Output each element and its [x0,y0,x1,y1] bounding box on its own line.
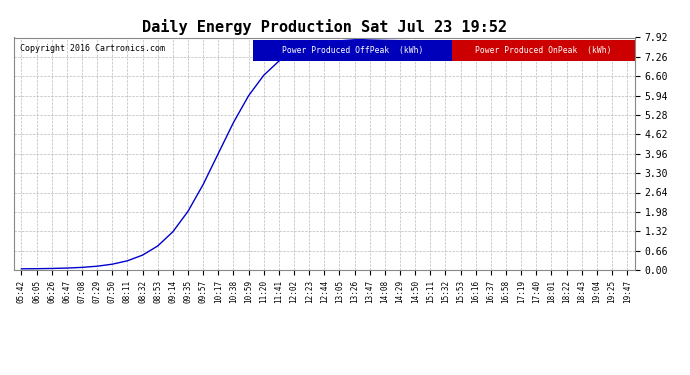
Bar [452,40,635,61]
Text: Power Produced OnPeak  (kWh): Power Produced OnPeak (kWh) [475,46,612,55]
Title: Daily Energy Production Sat Jul 23 19:52: Daily Energy Production Sat Jul 23 19:52 [142,19,506,35]
Text: Copyright 2016 Cartronics.com: Copyright 2016 Cartronics.com [20,45,165,54]
Bar [253,40,452,61]
Text: Power Produced OffPeak  (kWh): Power Produced OffPeak (kWh) [282,46,423,55]
